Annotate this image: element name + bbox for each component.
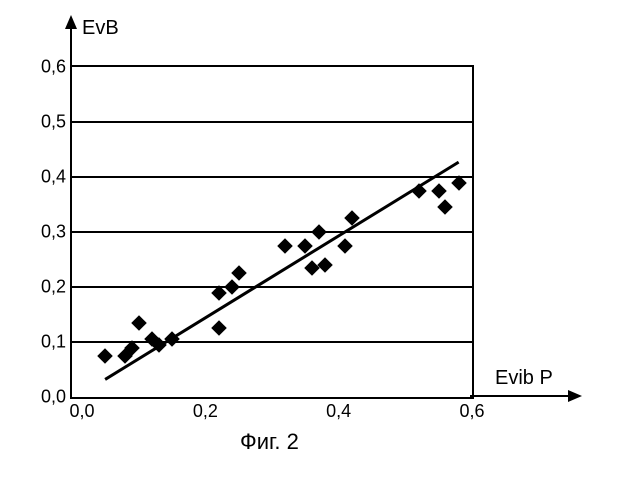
x-axis-title: Evib P xyxy=(495,367,553,390)
gridline xyxy=(72,176,472,178)
data-point xyxy=(98,348,114,364)
data-point xyxy=(438,199,454,215)
y-tick-label: 0,3 xyxy=(41,222,72,243)
y-tick-label: 0,0 xyxy=(41,387,72,408)
y-tick-label: 0,1 xyxy=(41,332,72,353)
data-point xyxy=(231,265,247,281)
gridline xyxy=(72,121,472,123)
y-axis-arrow-icon xyxy=(65,15,77,29)
regression-line xyxy=(105,161,460,380)
y-axis-extension xyxy=(70,25,72,65)
data-point xyxy=(304,260,320,276)
data-point xyxy=(211,320,227,336)
data-point xyxy=(431,183,447,199)
x-axis-arrow-icon xyxy=(568,390,582,402)
data-point xyxy=(278,238,294,254)
chart-caption: Фиг. 2 xyxy=(240,429,299,455)
gridline xyxy=(72,286,472,288)
chart-container: EvB Evib P Фиг. 2 0,00,10,20,30,40,50,60… xyxy=(0,0,618,500)
y-tick-label: 0,4 xyxy=(41,167,72,188)
x-tick-label: 0,4 xyxy=(326,397,351,422)
plot-area: 0,00,10,20,30,40,50,60,00,20,40,6 xyxy=(70,65,474,399)
gridline xyxy=(72,231,472,233)
data-point xyxy=(338,238,354,254)
x-tick-label: 0,0 xyxy=(69,397,94,422)
y-tick-label: 0,6 xyxy=(41,57,72,78)
data-point xyxy=(311,224,327,240)
y-tick-label: 0,5 xyxy=(41,112,72,133)
y-tick-label: 0,2 xyxy=(41,277,72,298)
x-tick-label: 0,6 xyxy=(459,397,484,422)
x-tick-label: 0,2 xyxy=(193,397,218,422)
y-axis-title: EvB xyxy=(82,17,119,40)
data-point xyxy=(131,315,147,331)
x-axis-extension xyxy=(470,395,570,397)
data-point xyxy=(318,257,334,273)
